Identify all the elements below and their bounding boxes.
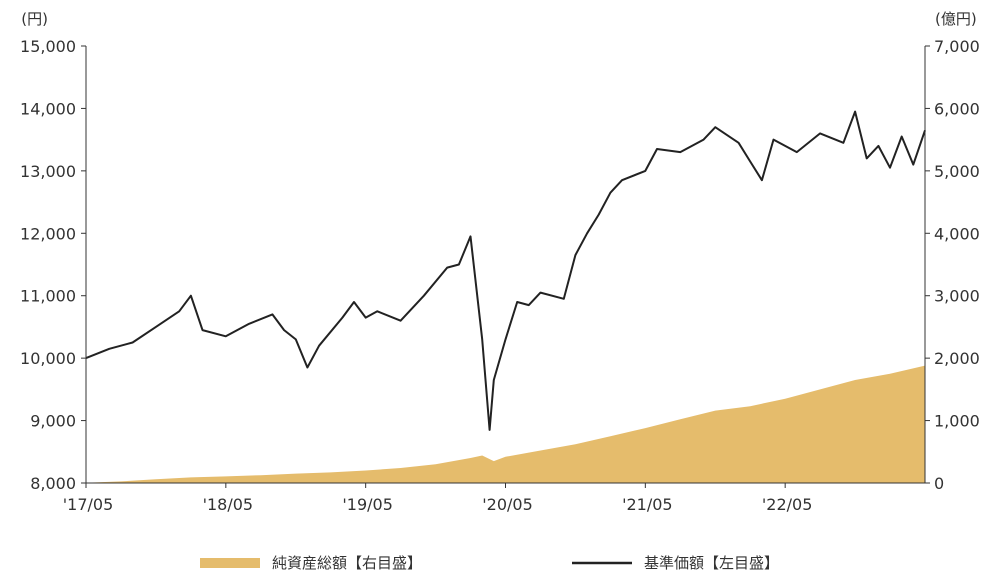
nav-line (85, 110, 926, 431)
x-tick-label: '18/05 (203, 495, 254, 514)
right-tick-label: 4,000 (934, 224, 980, 243)
x-tick-label: '17/05 (63, 495, 114, 514)
right-tick-label: 5,000 (934, 162, 980, 181)
legend-area-label: 純資産総額【右目盛】 (272, 554, 422, 572)
left-axis-unit: (円) (21, 10, 48, 28)
right-tick-label: 6,000 (934, 99, 980, 118)
right-tick-label: 1,000 (934, 412, 980, 431)
x-tick-label: '22/05 (762, 495, 813, 514)
right-tick-label: 0 (934, 474, 944, 493)
left-tick-label: 8,000 (30, 474, 76, 493)
x-tick-label: '20/05 (482, 495, 533, 514)
right-axis-ticks: 0 1,000 2,000 3,000 4,000 5,000 6,000 7,000 (925, 37, 980, 493)
legend-line-label: 基準価額【左目盛】 (644, 554, 779, 572)
x-tick-label: '19/05 (342, 495, 393, 514)
axes (85, 46, 926, 484)
left-tick-label: 12,000 (20, 224, 76, 243)
right-tick-label: 3,000 (934, 287, 980, 306)
left-tick-label: 15,000 (20, 37, 76, 56)
left-tick-label: 14,000 (20, 99, 76, 118)
left-axis-ticks: 8,000 9,000 10,000 11,000 12,000 13,000 14,000… (20, 37, 86, 493)
left-tick-label: 9,000 (30, 412, 76, 431)
legend-area-swatch (200, 558, 260, 568)
x-axis-ticks: '17/05 '18/05 '19/05 '20/05 '21/05 '22/05 (63, 483, 813, 514)
left-tick-label: 11,000 (20, 287, 76, 306)
x-tick-label: '21/05 (622, 495, 673, 514)
net-assets-area (86, 365, 925, 483)
right-axis-unit: (億円) (935, 10, 977, 28)
right-tick-label: 7,000 (934, 37, 980, 56)
left-tick-label: 10,000 (20, 349, 76, 368)
right-tick-label: 2,000 (934, 349, 980, 368)
legend: 純資産総額【右目盛】 基準価額【左目盛】 (200, 554, 779, 572)
left-tick-label: 13,000 (20, 162, 76, 181)
